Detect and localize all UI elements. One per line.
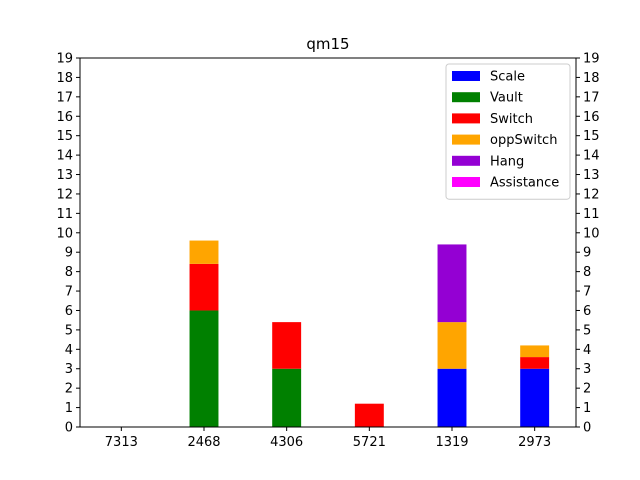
y-tick-label-left: 7 (65, 285, 73, 300)
y-tick-label-left: 8 (65, 265, 73, 280)
legend-label-scale: Scale (490, 70, 525, 85)
y-tick-label-left: 17 (56, 90, 73, 105)
legend-swatch-oppswitch (452, 134, 480, 145)
y-tick-label-right: 17 (583, 90, 600, 105)
y-tick-label-right: 7 (583, 285, 591, 300)
legend-swatch-hang (452, 155, 480, 166)
legend-label-assistance: Assistance (490, 176, 559, 191)
bar-switch-2468 (189, 263, 219, 311)
y-tick-label-right: 0 (583, 421, 591, 436)
y-tick-label-right: 14 (583, 149, 600, 164)
legend: Scale Vault Switch oppSwitch Hang Assistance (445, 63, 571, 200)
y-tick-label-left: 1 (65, 401, 73, 416)
x-tick-label: 4306 (270, 435, 303, 450)
y-tick-label-left: 3 (65, 362, 73, 377)
x-axis: 7313 2468 4306 5721 1319 2973 (105, 427, 551, 450)
y-tick-label-left: 9 (65, 246, 73, 261)
legend-label-hang: Hang (490, 154, 524, 169)
y-tick-label-left: 14 (56, 149, 73, 164)
y-tick-label-right: 19 (583, 52, 600, 67)
x-tick-label: 2973 (518, 435, 551, 450)
bar-switch-2973 (520, 357, 550, 369)
y-tick-label-right: 8 (583, 265, 591, 280)
plot-frame (79, 57, 577, 428)
bar-switch-5721 (354, 403, 384, 427)
y-tick-label-left: 18 (56, 71, 73, 86)
y-tick-label-right: 9 (583, 246, 591, 261)
y-tick-label-right: 13 (583, 168, 600, 183)
bar-oppswitch-1319 (437, 322, 467, 369)
x-tick-label: 1319 (435, 435, 468, 450)
y-tick-label-left: 11 (56, 207, 73, 222)
y-tick-label-left: 19 (56, 52, 73, 67)
y-tick-label-right: 10 (583, 226, 600, 241)
y-tick-label-left: 4 (65, 343, 73, 358)
legend-swatch-switch (452, 113, 480, 124)
legend-swatch-assistance (452, 177, 480, 187)
y-tick-label-right: 3 (583, 362, 591, 377)
y-tick-label-left: 0 (65, 421, 73, 436)
y-tick-label-right: 1 (583, 401, 591, 416)
y-tick-label-right: 16 (583, 110, 600, 125)
bar-oppswitch-2973 (520, 345, 550, 358)
y-tick-label-left: 16 (56, 110, 73, 125)
y-tick-label-right: 12 (583, 187, 600, 202)
y-tick-label-left: 12 (56, 187, 73, 202)
legend-label-oppswitch: oppSwitch (490, 133, 557, 148)
bar-hang-1319 (437, 244, 467, 323)
y-tick-label-right: 4 (583, 343, 591, 358)
bar-vault-4306 (272, 368, 302, 427)
x-tick-label: 7313 (105, 435, 138, 450)
bar-vault-2468 (189, 310, 219, 427)
y-tick-label-right: 2 (583, 382, 591, 397)
y-tick-label-right: 6 (583, 304, 591, 319)
y-tick-label-left: 15 (56, 129, 73, 144)
y-tick-label-left: 10 (56, 226, 73, 241)
y-tick-label-left: 6 (65, 304, 73, 319)
bar-oppswitch-2468 (189, 240, 219, 264)
y-tick-label-left: 13 (56, 168, 73, 183)
y-tick-label-right: 11 (583, 207, 600, 222)
legend-label-vault: Vault (490, 91, 523, 106)
y-tick-label-left: 2 (65, 382, 73, 397)
bars-group (189, 240, 550, 427)
bar-scale-1319 (437, 368, 467, 427)
legend-swatch-vault (452, 92, 480, 103)
y-tick-label-right: 18 (583, 71, 600, 86)
y-tick-label-right: 15 (583, 129, 600, 144)
legend-swatch-scale (452, 71, 480, 81)
x-tick-label: 5721 (353, 435, 386, 450)
y-tick-label-left: 5 (65, 323, 73, 338)
x-tick-label: 2468 (187, 435, 220, 450)
bar-scale-2973 (520, 368, 550, 427)
bar-switch-4306 (272, 322, 302, 369)
chart-title: qm15 (306, 35, 349, 53)
y-tick-label-right: 5 (583, 323, 591, 338)
legend-label-switch: Switch (490, 112, 533, 127)
